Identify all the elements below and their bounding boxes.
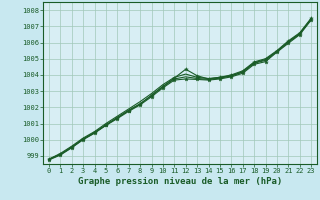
X-axis label: Graphe pression niveau de la mer (hPa): Graphe pression niveau de la mer (hPa) xyxy=(78,177,282,186)
